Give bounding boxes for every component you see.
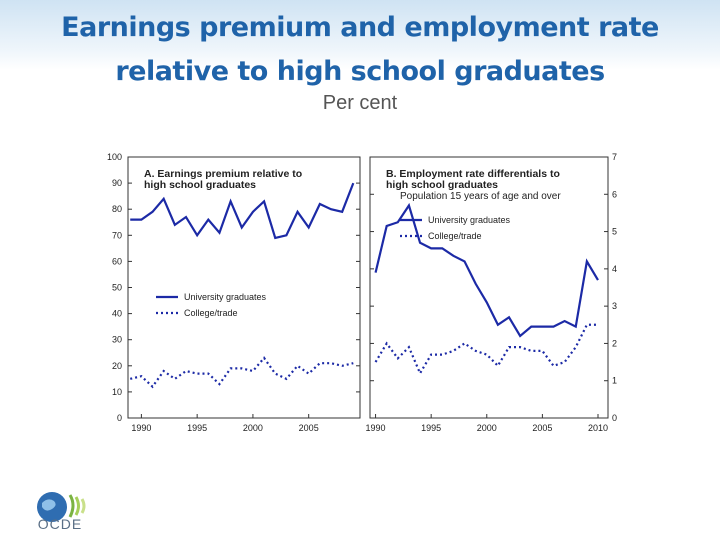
x-tick-label: 2000 (243, 423, 263, 433)
series-line (129, 356, 354, 389)
y-tick-label: 40 (112, 309, 122, 319)
header-band (0, 0, 720, 70)
y-tick-label: 90 (112, 178, 122, 188)
y-tick-label: 2 (612, 338, 617, 348)
y-tick-label: 10 (112, 387, 122, 397)
logo-icon (37, 492, 86, 522)
plot-frame (369, 156, 609, 419)
x-tick-label: 2010 (588, 423, 608, 433)
y-tick-label: 1 (612, 376, 617, 386)
panel-title: high school graduates (386, 179, 498, 191)
panel-title: high school graduates (144, 179, 256, 191)
legend-label: College/trade (428, 231, 482, 241)
panel-title: A. Earnings premium relative to (144, 168, 302, 180)
y-tick-label: 60 (112, 256, 122, 266)
slide-title: Earnings premium and employment rate rel… (0, 6, 720, 94)
series-line (374, 323, 598, 376)
y-tick-label: 6 (612, 189, 617, 199)
y-tick-label: 3 (612, 301, 617, 311)
x-tick-label: 2000 (477, 423, 497, 433)
logo-arc (74, 496, 80, 516)
legend-label: University graduates (184, 292, 267, 302)
series-line (374, 202, 599, 338)
y-tick-label: 0 (612, 413, 617, 423)
legend-label: University graduates (428, 215, 511, 225)
y-tick-label: 100 (107, 152, 122, 162)
title-line: relative to high school graduates (115, 56, 605, 87)
legend-label: College/trade (184, 308, 238, 318)
x-tick-label: 1995 (187, 423, 207, 433)
panel-title: B. Employment rate differentials to (386, 168, 560, 180)
logo-text: OCDE (37, 516, 83, 532)
logo-arc (80, 498, 86, 514)
y-tick-label: 0 (117, 413, 122, 423)
y-tick-label: 50 (112, 283, 122, 293)
logo-arc (68, 494, 75, 518)
x-tick-label: 2005 (532, 423, 552, 433)
x-tick-label: 1995 (421, 423, 441, 433)
y-tick-label: 20 (112, 361, 122, 371)
y-tick-label: 5 (612, 227, 617, 237)
y-tick-label: 80 (112, 204, 122, 214)
x-tick-label: 1990 (366, 423, 386, 433)
x-tick-label: 2005 (299, 423, 319, 433)
y-tick-label: 4 (612, 264, 617, 274)
slide-subtitle: Per cent (322, 92, 398, 114)
series-line (130, 182, 355, 240)
y-tick-label: 70 (112, 230, 122, 240)
title-line: Earnings premium and employment rate (61, 12, 659, 43)
y-tick-label: 30 (112, 335, 122, 345)
x-tick-label: 1990 (131, 423, 151, 433)
plot-frame (127, 156, 361, 419)
y-tick-label: 7 (612, 152, 617, 162)
panel-subtitle: Population 15 years of age and over (400, 191, 561, 202)
logo-land (42, 499, 56, 511)
